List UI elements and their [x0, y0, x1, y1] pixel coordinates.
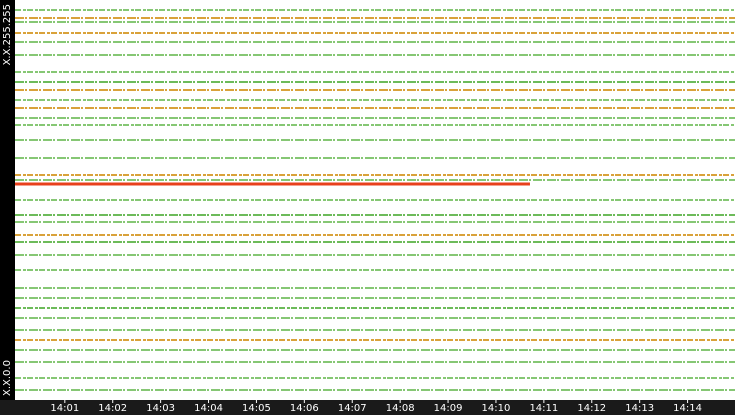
x-tick-label: 14:10 — [482, 403, 511, 414]
x-tick-label: 14:13 — [625, 403, 654, 414]
x-tick-label: 14:08 — [386, 403, 415, 414]
x-tick-label: 14:04 — [194, 403, 223, 414]
x-axis-band — [0, 400, 735, 415]
x-tick-label: 14:07 — [338, 403, 367, 414]
x-tick-label: 14:03 — [146, 403, 175, 414]
x-tick-label: 14:05 — [242, 403, 271, 414]
x-tick-label: 14:02 — [98, 403, 127, 414]
x-tick-label: 14:12 — [577, 403, 606, 414]
y-tick-label: X.X.255.255 — [2, 4, 13, 65]
y-tick-label: X.X.0.0 — [2, 360, 13, 396]
y-axis-band — [0, 0, 15, 415]
x-tick-label: 14:01 — [50, 403, 79, 414]
x-tick-label: 14:09 — [434, 403, 463, 414]
x-tick-label: 14:11 — [529, 403, 558, 414]
x-tick-label: 14:14 — [673, 403, 702, 414]
x-tick-label: 14:06 — [290, 403, 319, 414]
